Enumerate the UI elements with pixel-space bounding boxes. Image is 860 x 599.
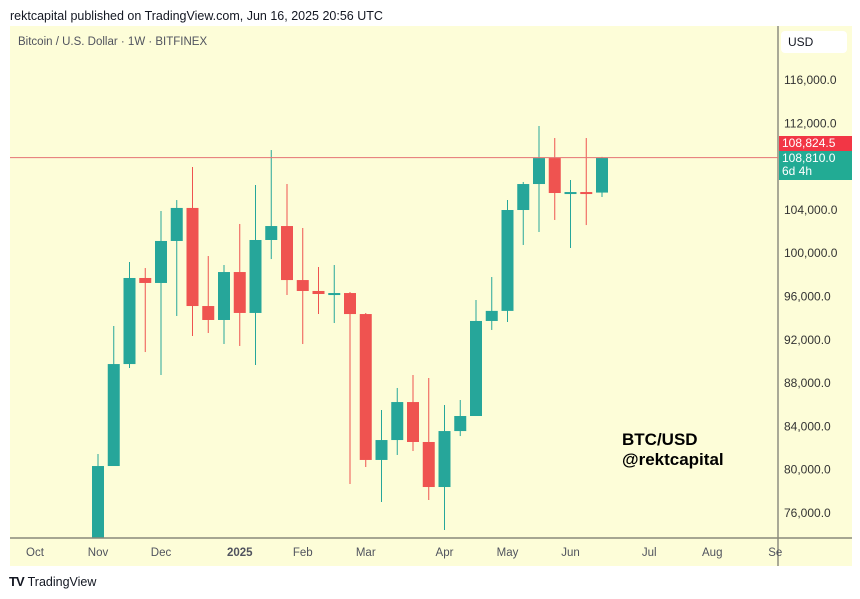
current-price-tag: 108,810.0 6d 4h: [779, 151, 852, 180]
time-tick-label: Aug: [702, 547, 722, 559]
time-tick-label: Oct: [26, 547, 45, 559]
candle-body-down: [422, 441, 435, 488]
candle-body-up: [170, 207, 183, 241]
tradingview-logo-icon: TV: [9, 574, 25, 589]
candle-body-up: [155, 240, 167, 283]
time-tick-label: 2025: [227, 547, 253, 559]
time-tick-label: Nov: [88, 547, 109, 559]
candle-body-up: [265, 226, 278, 240]
candles-group: [92, 126, 608, 538]
price-tick-label: 100,000.0: [784, 246, 838, 260]
candle-body-down: [359, 314, 372, 460]
watermark-line1: BTC/USD: [622, 430, 698, 449]
candle-body-down: [580, 192, 593, 195]
time-tick-label: Se: [768, 547, 782, 559]
price-tick-label: 84,000.0: [784, 419, 831, 433]
candle-body-down: [296, 280, 309, 291]
candle-body-up: [533, 158, 545, 185]
last-price-tag: 108,824.5: [779, 136, 852, 151]
price-tick-label: 96,000.0: [784, 290, 831, 304]
candle-body-down: [312, 290, 325, 295]
candle-body-down: [202, 306, 215, 320]
price-tick-label: 80,000.0: [784, 463, 831, 477]
price-tick-label: 88,000.0: [784, 376, 831, 390]
candle-body-up: [218, 272, 230, 320]
candle-body-up: [485, 310, 498, 321]
publish-info: rektcapital published on TradingView.com…: [10, 9, 383, 23]
tradingview-brand: TradingView: [27, 574, 97, 589]
time-tick-label: Apr: [436, 547, 454, 559]
time-tick-label: Jun: [561, 547, 580, 559]
symbol-legend: Bitcoin / U.S. Dollar · 1W · BITFINEX: [18, 36, 208, 48]
candle-body-down: [344, 293, 356, 315]
time-tick-label: Mar: [356, 547, 376, 559]
candle-body-up: [517, 184, 530, 211]
candle-body-down: [139, 277, 152, 283]
candle-body-down: [548, 158, 561, 194]
candle-body-up: [454, 416, 467, 432]
price-tick-label: 112,000.0: [784, 116, 837, 130]
watermark-line2: @rektcapital: [622, 450, 724, 469]
candle-body-up: [107, 364, 120, 467]
time-tick-label: Jul: [642, 547, 657, 559]
tradingview-logo[interactable]: TV TradingView: [9, 574, 96, 589]
watermark: BTC/USD @rektcapital: [622, 430, 724, 470]
time-tick-label: Feb: [293, 547, 313, 559]
currency-button[interactable]: USD: [781, 31, 847, 53]
price-tick-label: 92,000.0: [784, 333, 831, 347]
bar-countdown: 6d 4h: [782, 164, 813, 178]
current-price: 108,810.0: [782, 151, 836, 165]
candle-body-up: [438, 431, 451, 488]
candle-body-down: [281, 226, 293, 281]
time-tick-label: Dec: [151, 547, 172, 559]
candle-body-up: [391, 402, 404, 441]
candle-body-up: [375, 440, 388, 460]
price-tick-label: 116,000.0: [784, 73, 837, 87]
price-tick-label: 104,000.0: [784, 203, 838, 217]
price-tick-label: 76,000.0: [784, 506, 831, 520]
candle-body-up: [92, 466, 104, 538]
candle-body-up: [596, 157, 608, 193]
candle-body-down: [233, 272, 246, 313]
candle-body-up: [470, 320, 482, 417]
candle-body-up: [564, 192, 577, 195]
candle-body-down: [186, 207, 199, 307]
candle-body-up: [123, 277, 136, 365]
candle-body-up: [328, 293, 341, 296]
candle-body-up: [501, 210, 514, 311]
time-tick-label: May: [497, 547, 519, 559]
candle-body-up: [249, 239, 262, 313]
candle-body-down: [407, 402, 419, 442]
